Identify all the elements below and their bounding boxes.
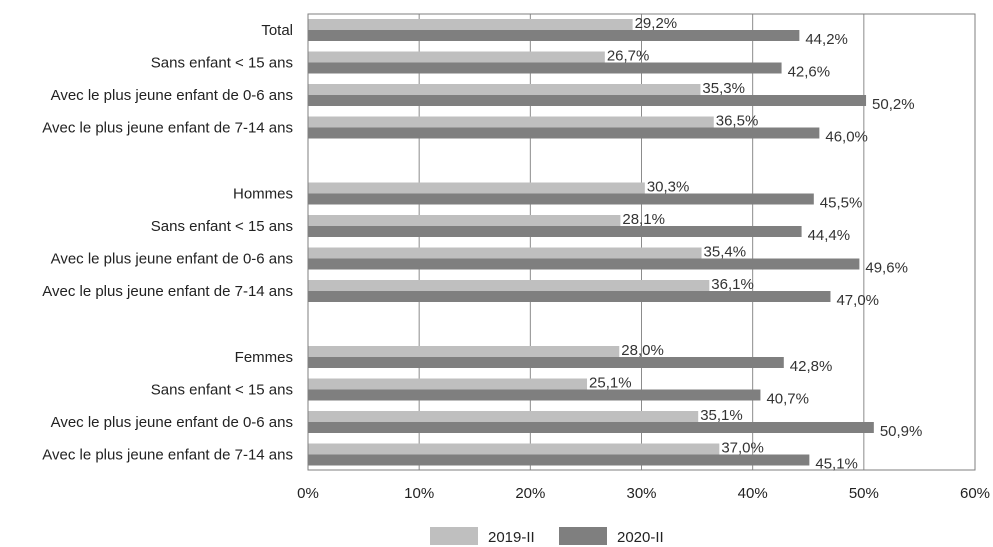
category-label: Avec le plus jeune enfant de 0-6 ans (51, 414, 293, 431)
x-tick-label: 40% (738, 485, 768, 502)
legend-swatch (559, 527, 607, 545)
data-label: 50,9% (880, 423, 923, 440)
x-tick-labels: 0% 10% 20% 30% 40% 50% 60% (297, 485, 990, 502)
category-label: Avec le plus jeune enfant de 7-14 ans (42, 120, 293, 137)
x-tick-label: 50% (849, 485, 879, 502)
category-label: Sans enfant < 15 ans (151, 218, 293, 235)
bar-2020-II (308, 357, 784, 368)
data-label: 47,0% (836, 292, 879, 309)
bar-2019-II (308, 84, 701, 95)
data-label: 37,0% (721, 440, 764, 457)
category-label: Avec le plus jeune enfant de 0-6 ans (51, 87, 293, 104)
bar-2020-II (308, 389, 761, 401)
category-label: Hommes (233, 186, 293, 203)
legend: 2019-II 2020-II (430, 527, 664, 546)
category-label: Avec le plus jeune enfant de 7-14 ans (42, 447, 293, 464)
data-label: 42,6% (788, 64, 831, 81)
bar-2019-II (308, 182, 645, 194)
x-tick-label: 30% (626, 485, 656, 502)
bar-2019-II (308, 443, 720, 455)
value-labels: 29,2% 26,7% 35,3% 36,5% 30,3% 28,1% 35,4% 36,1%… (589, 15, 922, 473)
data-label: 44,4% (808, 227, 851, 244)
bar-2020-II (308, 193, 814, 205)
x-tick-label: 60% (960, 485, 990, 502)
data-label: 50,2% (872, 96, 915, 113)
data-label: 40,7% (766, 391, 809, 408)
bar-2020-II (308, 258, 860, 270)
data-label: 26,7% (607, 48, 650, 65)
bar-2020-II (308, 62, 782, 74)
bar-2020-II (308, 226, 802, 237)
data-label: 25,1% (589, 375, 632, 392)
data-label: 45,5% (820, 195, 863, 212)
data-label: 49,6% (865, 260, 908, 277)
data-label: 35,1% (700, 407, 743, 424)
bar-2020-II (308, 30, 800, 41)
category-label: Sans enfant < 15 ans (151, 55, 293, 72)
data-label: 28,1% (622, 211, 665, 228)
plot-frame (307, 13, 976, 471)
bar-2020-II (308, 95, 867, 106)
bar-2020-II (308, 127, 820, 139)
bar-2019-II (308, 116, 714, 128)
x-tick-label: 10% (404, 485, 434, 502)
category-label: Total (261, 22, 293, 39)
data-label: 36,5% (716, 113, 759, 130)
legend-swatch (430, 527, 478, 545)
bar-2020-II (308, 422, 874, 433)
legend-label: 2020-II (617, 529, 664, 546)
data-label: 30,3% (647, 179, 690, 196)
bar-2019-II (308, 215, 621, 226)
bar-2019-II (308, 19, 633, 30)
data-label: 42,8% (790, 358, 833, 375)
bar-2019-II (308, 411, 699, 422)
bar-2019-II (308, 346, 620, 357)
category-labels: Total Sans enfant < 15 ans Avec le plus je… (42, 22, 293, 464)
category-label: Avec le plus jeune enfant de 0-6 ans (51, 251, 293, 268)
x-tick-label: 0% (297, 485, 319, 502)
data-label: 35,3% (702, 80, 745, 97)
data-label: 46,0% (825, 129, 868, 146)
bars (308, 19, 874, 466)
category-label: Avec le plus jeune enfant de 7-14 ans (42, 283, 293, 300)
category-label: Sans enfant < 15 ans (151, 382, 293, 399)
data-label: 35,4% (704, 244, 747, 261)
bar-2020-II (308, 454, 810, 466)
data-label: 44,2% (805, 31, 848, 48)
data-label: 29,2% (635, 15, 678, 32)
data-label: 28,0% (621, 342, 664, 359)
category-label: Femmes (235, 349, 293, 366)
bar-2019-II (308, 280, 710, 291)
legend-label: 2019-II (488, 529, 535, 546)
bar-2019-II (308, 51, 605, 63)
data-label: 45,1% (815, 456, 858, 473)
bar-2019-II (308, 378, 588, 390)
bar-2020-II (308, 291, 831, 302)
data-label: 36,1% (711, 276, 754, 293)
bar-2019-II (308, 247, 702, 259)
x-tick-label: 20% (515, 485, 545, 502)
